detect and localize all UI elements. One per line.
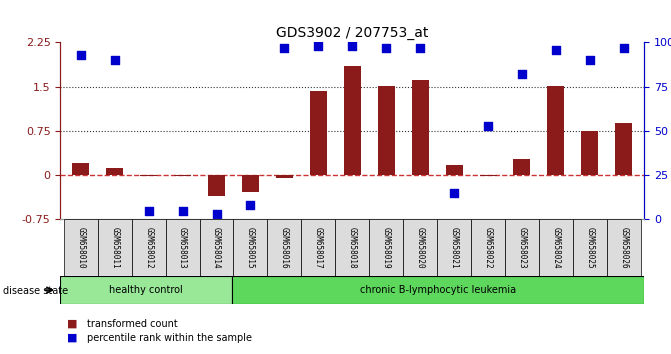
Text: GSM658014: GSM658014: [212, 227, 221, 269]
Bar: [310, 91, 327, 175]
FancyBboxPatch shape: [607, 219, 641, 276]
Point: [415, 45, 425, 51]
FancyBboxPatch shape: [505, 219, 539, 276]
Bar: [140, 175, 157, 176]
Text: GSM658013: GSM658013: [178, 227, 187, 269]
FancyBboxPatch shape: [199, 219, 234, 276]
Bar: [344, 66, 361, 175]
Point: [347, 43, 358, 49]
Text: GSM658021: GSM658021: [450, 227, 458, 269]
Point: [177, 208, 188, 213]
Point: [313, 43, 323, 49]
FancyBboxPatch shape: [369, 219, 403, 276]
Point: [75, 52, 86, 58]
Bar: [378, 86, 395, 175]
Bar: [412, 80, 429, 175]
Text: GSM658023: GSM658023: [517, 227, 527, 269]
Bar: [276, 175, 293, 178]
Text: healthy control: healthy control: [109, 285, 183, 295]
Text: GSM658025: GSM658025: [585, 227, 595, 269]
Point: [109, 57, 120, 63]
FancyBboxPatch shape: [232, 276, 644, 304]
Bar: [106, 168, 123, 175]
Point: [550, 47, 561, 52]
FancyBboxPatch shape: [64, 219, 98, 276]
Bar: [242, 175, 259, 192]
Point: [619, 45, 629, 51]
Text: GSM658015: GSM658015: [246, 227, 255, 269]
Text: GSM658019: GSM658019: [382, 227, 391, 269]
FancyBboxPatch shape: [268, 219, 301, 276]
FancyBboxPatch shape: [471, 219, 505, 276]
Bar: [72, 164, 89, 175]
Bar: [548, 86, 564, 175]
FancyBboxPatch shape: [539, 219, 573, 276]
Text: GSM658022: GSM658022: [484, 227, 493, 269]
Bar: [513, 159, 531, 175]
Text: percentile rank within the sample: percentile rank within the sample: [87, 333, 252, 343]
Point: [482, 123, 493, 129]
Bar: [615, 123, 632, 175]
FancyBboxPatch shape: [301, 219, 336, 276]
Text: disease state: disease state: [3, 286, 68, 296]
Bar: [208, 175, 225, 196]
Text: GSM658018: GSM658018: [348, 227, 357, 269]
FancyBboxPatch shape: [234, 219, 268, 276]
FancyBboxPatch shape: [573, 219, 607, 276]
Point: [381, 45, 392, 51]
Text: GSM658012: GSM658012: [144, 227, 153, 269]
Text: ■: ■: [67, 319, 78, 329]
Point: [584, 57, 595, 63]
Text: GSM658026: GSM658026: [619, 227, 628, 269]
Text: transformed count: transformed count: [87, 319, 178, 329]
Text: GSM658010: GSM658010: [76, 227, 85, 269]
Point: [144, 208, 154, 213]
Title: GDS3902 / 207753_at: GDS3902 / 207753_at: [276, 26, 429, 40]
Text: GSM658016: GSM658016: [280, 227, 289, 269]
FancyBboxPatch shape: [437, 219, 471, 276]
Point: [449, 190, 460, 196]
Text: GSM658017: GSM658017: [314, 227, 323, 269]
Text: GSM658011: GSM658011: [110, 227, 119, 269]
Point: [245, 202, 256, 208]
Point: [211, 211, 222, 217]
Point: [279, 45, 290, 51]
Point: [517, 72, 527, 77]
FancyBboxPatch shape: [336, 219, 369, 276]
Bar: [480, 175, 497, 176]
Bar: [446, 165, 462, 175]
Bar: [581, 131, 599, 175]
FancyBboxPatch shape: [166, 219, 199, 276]
Text: ■: ■: [67, 333, 78, 343]
FancyBboxPatch shape: [98, 219, 132, 276]
Text: chronic B-lymphocytic leukemia: chronic B-lymphocytic leukemia: [360, 285, 516, 295]
FancyBboxPatch shape: [60, 276, 232, 304]
Text: GSM658024: GSM658024: [552, 227, 560, 269]
Text: GSM658020: GSM658020: [415, 227, 425, 269]
Bar: [174, 175, 191, 176]
FancyBboxPatch shape: [403, 219, 437, 276]
FancyBboxPatch shape: [132, 219, 166, 276]
